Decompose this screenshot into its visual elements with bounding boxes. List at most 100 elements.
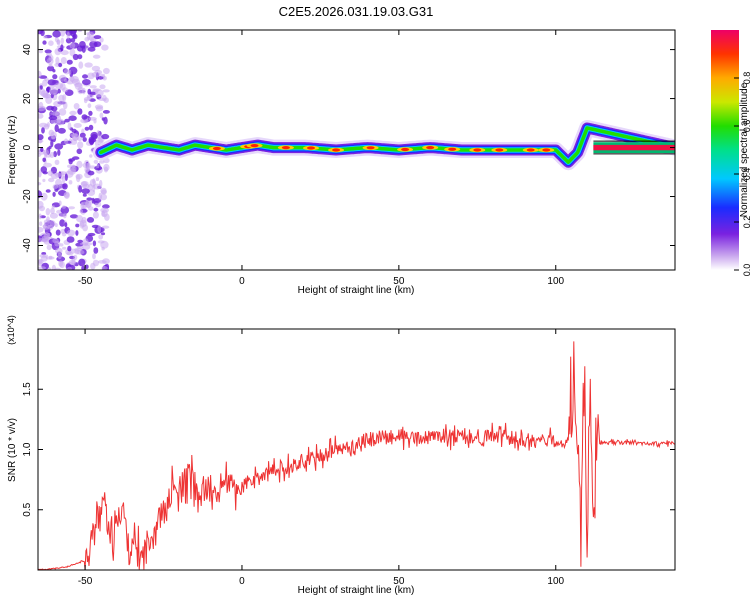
noise-speckle bbox=[69, 214, 79, 219]
noise-speckle bbox=[54, 36, 59, 43]
noise-speckle bbox=[100, 187, 107, 195]
spectral-ridge bbox=[92, 120, 675, 171]
x-tick-label: 100 bbox=[547, 276, 564, 287]
noise-speckle bbox=[47, 65, 55, 72]
colorbar: 0.0 0.2 0.4 0.6 0.8 Normalized spectral ampl… bbox=[711, 30, 750, 276]
noise-speckle bbox=[100, 232, 106, 236]
snr-panel: -50 0 50 100 0.5 1.0 1.5 (x10^4) Height of st… bbox=[6, 315, 676, 596]
noise-speckle bbox=[58, 213, 66, 218]
noise-speckle bbox=[92, 211, 99, 219]
noise-speckle bbox=[80, 181, 89, 186]
noise-speckle bbox=[52, 74, 58, 80]
noise-speckle bbox=[51, 205, 55, 209]
noise-speckle bbox=[66, 251, 74, 256]
noise-speckle bbox=[57, 127, 66, 134]
noise-speckle bbox=[67, 164, 72, 168]
noise-speckle bbox=[76, 148, 83, 155]
noise-speckle bbox=[70, 139, 78, 145]
noise-speckle bbox=[81, 114, 88, 120]
noise-speckle bbox=[52, 30, 62, 38]
noise-speckle bbox=[97, 225, 102, 233]
noise-speckle bbox=[80, 118, 89, 124]
noise-speckle bbox=[38, 70, 42, 78]
x-tick-label: -50 bbox=[78, 276, 93, 287]
noise-speckle bbox=[69, 30, 77, 35]
noise-speckle bbox=[76, 249, 85, 255]
noise-speckle bbox=[48, 63, 53, 67]
noise-speckle bbox=[81, 188, 90, 194]
spectrogram-x-axis-label: Height of straight line (km) bbox=[298, 285, 415, 296]
snr-y-axis-label: SNR (10 * v/v) bbox=[7, 418, 18, 482]
noise-speckle bbox=[61, 101, 67, 105]
noise-speckle bbox=[88, 116, 97, 121]
spectrogram-panel: -50 0 50 100 -40 -20 0 20 40 Height of straight… bbox=[7, 29, 676, 296]
noise-speckle bbox=[84, 126, 90, 131]
noise-speckle bbox=[72, 156, 80, 160]
noise-speckle bbox=[40, 147, 44, 153]
noise-speckle bbox=[38, 238, 45, 243]
spectrogram-x-ticks: -50 0 50 100 bbox=[78, 30, 565, 287]
colorbar-tick-label: 0.0 bbox=[742, 264, 750, 277]
noise-speckle bbox=[46, 244, 52, 251]
snr-y-ticks: 0.5 1.0 1.5 bbox=[22, 382, 675, 517]
noise-speckle bbox=[38, 182, 42, 186]
noise-speckle bbox=[60, 57, 67, 64]
noise-speckle bbox=[48, 54, 54, 62]
noise-speckle bbox=[67, 266, 72, 270]
noise-speckle bbox=[67, 245, 72, 252]
y-tick-label: 20 bbox=[22, 93, 33, 105]
ridge-hotspot-core bbox=[495, 148, 504, 152]
noise-speckle bbox=[102, 258, 110, 265]
noise-speckle bbox=[48, 40, 54, 46]
noise-speckle bbox=[73, 103, 80, 110]
snr-multiplier-label: (x10^4) bbox=[6, 315, 16, 345]
noise-speckle bbox=[47, 224, 54, 230]
noise-speckle bbox=[89, 85, 97, 89]
noise-speckle bbox=[72, 53, 79, 61]
noise-speckle bbox=[96, 130, 100, 136]
noise-speckle bbox=[54, 82, 64, 90]
noise-speckle bbox=[40, 192, 48, 201]
noise-speckle bbox=[44, 49, 52, 54]
noise-speckle bbox=[54, 223, 58, 228]
noise-speckle bbox=[38, 105, 46, 112]
ridge-hotspot-core bbox=[332, 148, 341, 152]
noise-speckle bbox=[45, 208, 51, 216]
snr-x-axis-label: Height of straight line (km) bbox=[298, 585, 415, 596]
noise-speckle bbox=[58, 200, 62, 206]
noise-speckle bbox=[88, 206, 94, 211]
noise-speckle bbox=[47, 79, 56, 86]
noise-speckle bbox=[99, 37, 104, 43]
noise-speckle bbox=[48, 129, 55, 137]
noise-speckle bbox=[47, 267, 52, 270]
noise-speckle bbox=[84, 62, 93, 68]
noise-speckle bbox=[77, 108, 83, 115]
noise-speckle bbox=[82, 224, 88, 232]
noise-speckle bbox=[72, 33, 78, 40]
noise-speckle bbox=[87, 103, 92, 109]
noise-speckle bbox=[54, 159, 60, 165]
noise-speckle bbox=[81, 201, 89, 208]
noise-speckle bbox=[79, 209, 84, 214]
noise-speckle bbox=[40, 166, 47, 174]
noise-speckle bbox=[66, 229, 76, 236]
x-tick-label: 100 bbox=[547, 576, 564, 587]
noise-speckle bbox=[99, 84, 106, 90]
noise-speckle bbox=[57, 88, 61, 94]
noise-speckle bbox=[49, 87, 58, 95]
noise-speckle bbox=[38, 50, 43, 54]
noise-speckle bbox=[75, 230, 79, 236]
noise-speckle bbox=[60, 50, 69, 56]
noise-speckle bbox=[60, 37, 64, 45]
spectrogram-y-ticks: -40 -20 0 20 40 bbox=[22, 44, 675, 253]
noise-speckle bbox=[81, 87, 86, 95]
noise-speckle bbox=[76, 160, 83, 169]
noise-speckle bbox=[62, 94, 67, 102]
noise-speckle bbox=[94, 89, 104, 98]
noise-speckle bbox=[92, 54, 101, 59]
noise-speckle bbox=[93, 247, 99, 254]
noise-speckle bbox=[54, 124, 59, 133]
noise-speckle bbox=[64, 78, 68, 83]
noise-speckle bbox=[101, 225, 110, 229]
noise-speckle bbox=[102, 76, 107, 81]
